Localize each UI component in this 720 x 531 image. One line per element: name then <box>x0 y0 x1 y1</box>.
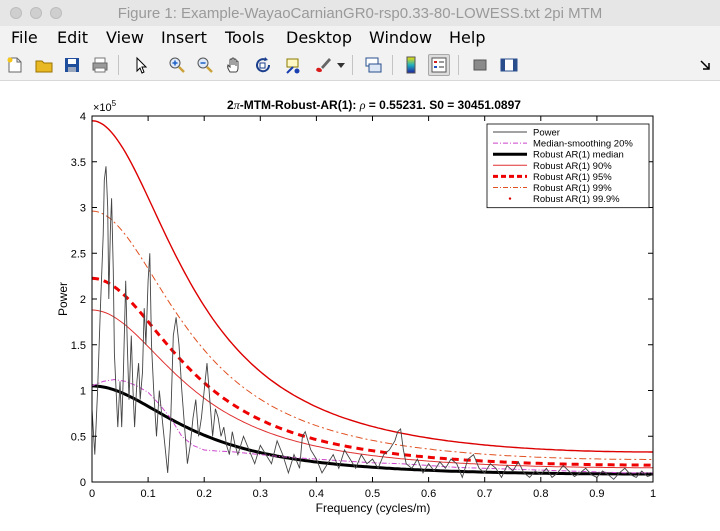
save-icon[interactable] <box>61 54 83 76</box>
new-figure-icon[interactable] <box>4 54 26 76</box>
window-titlebar: Figure 1: Example-WayaoCarnianGR0-rsp0.3… <box>0 0 720 27</box>
legend-label: Robust AR(1) median <box>533 150 624 161</box>
series-robust-ar-1-90 <box>91 309 653 469</box>
x-tick-label: 0.1 <box>140 488 155 500</box>
series-power <box>91 166 654 480</box>
menu-window[interactable]: Window <box>369 28 433 47</box>
pointer-icon[interactable] <box>130 54 152 76</box>
x-tick-label: 0.9 <box>589 488 604 500</box>
x-tick-label: 0 <box>89 488 95 500</box>
y-tick-label: 4 <box>80 111 86 123</box>
x-axis-label: Frequency (cycles/m) <box>316 501 431 515</box>
series-layer <box>91 120 654 480</box>
toolbar-separator <box>352 55 353 75</box>
x-tick-label: 0.7 <box>477 488 492 500</box>
legend-label: Power <box>533 128 560 139</box>
legend-label: Robust AR(1) 95% <box>533 172 612 183</box>
x-tick-label: 0.3 <box>253 488 268 500</box>
open-file-icon[interactable] <box>33 54 55 76</box>
menu-insert[interactable]: Insert <box>161 28 207 47</box>
zoom-in-icon[interactable] <box>166 54 188 76</box>
data-cursor-icon[interactable] <box>282 54 304 76</box>
brush-icon[interactable] <box>312 54 334 76</box>
rotate-3d-icon[interactable] <box>252 54 274 76</box>
menu-file[interactable]: File <box>11 28 38 47</box>
series-robust-ar-1-99 <box>91 210 653 460</box>
menu-bar: File Edit View Insert Tools Desktop Wind… <box>0 26 720 50</box>
series-robust-ar-1-99-9 <box>91 120 653 453</box>
show-plot-tools-icon[interactable] <box>498 54 520 76</box>
series-robust-ar-1-median <box>91 384 653 476</box>
toolbar-separator <box>118 55 119 75</box>
figure-toolbar <box>0 50 720 81</box>
chart-title: 2π-MTM-Robust-AR(1): ρ = 0.55231. S0 = 3… <box>227 98 521 112</box>
menu-desktop[interactable]: Desktop <box>286 28 352 47</box>
y-tick-label: 2 <box>80 294 86 306</box>
legend-swatch <box>508 197 512 200</box>
window-title: Figure 1: Example-WayaoCarnianGR0-rsp0.3… <box>117 5 603 22</box>
y-tick-label: 3.5 <box>71 157 86 169</box>
brush-dropdown-icon[interactable] <box>335 54 347 76</box>
toolbar-separator <box>392 55 393 75</box>
zoom-out-icon[interactable] <box>194 54 216 76</box>
y-tick-label: 0 <box>80 477 86 489</box>
pan-hand-icon[interactable] <box>223 54 245 76</box>
legend-box <box>486 123 650 209</box>
toolbar-separator <box>458 55 459 75</box>
y-tick-label: 3 <box>80 203 86 215</box>
menu-help[interactable]: Help <box>449 28 486 47</box>
y-axis-label: Power <box>56 282 70 316</box>
zoom-window-button[interactable] <box>50 7 62 19</box>
legend-label: Robust AR(1) 99.9% <box>533 194 620 205</box>
minimize-window-button[interactable] <box>30 7 42 19</box>
x-tick-label: 0.4 <box>309 488 324 500</box>
link-plot-icon[interactable] <box>362 54 384 76</box>
hide-plot-tools-icon[interactable] <box>469 54 491 76</box>
x-tick-label: 0.6 <box>421 488 436 500</box>
legend-icon[interactable] <box>428 54 450 76</box>
x-tick-label: 0.5 <box>365 488 380 500</box>
tick-layer: 0 0.1 0.2 0.3 0.4 0.5 0.6 0.7 0.8 0.9 1 0 0.5 1 1.5 2 2.… <box>71 111 656 500</box>
legend-label: Robust AR(1) 99% <box>533 183 612 194</box>
y-tick-label: 2.5 <box>71 248 86 260</box>
x-tick-label: 0.8 <box>533 488 548 500</box>
print-icon[interactable] <box>89 54 111 76</box>
chart-area: 2π-MTM-Robust-AR(1): ρ = 0.55231. S0 = 3… <box>56 98 656 515</box>
x-tick-label: 1 <box>650 488 656 500</box>
menu-view[interactable]: View <box>106 28 144 47</box>
colorbar-icon[interactable] <box>400 54 422 76</box>
x-tick-label: 0.2 <box>197 488 212 500</box>
series-median-smoothing-20 <box>91 378 653 474</box>
y-tick-label: 1.5 <box>71 340 86 352</box>
close-window-button[interactable] <box>10 7 22 19</box>
y-tick-label: 1 <box>80 386 86 398</box>
menu-edit[interactable]: Edit <box>57 28 88 47</box>
y-axis-exponent: ×105 <box>93 99 117 114</box>
legend-label: Robust AR(1) 90% <box>533 161 612 172</box>
legend-label: Median-smoothing 20% <box>533 139 633 150</box>
series-robust-ar-1-95 <box>91 276 653 467</box>
dock-arrow-icon[interactable] <box>694 54 716 76</box>
y-tick-label: 0.5 <box>71 431 86 443</box>
menu-tools[interactable]: Tools <box>225 28 265 47</box>
